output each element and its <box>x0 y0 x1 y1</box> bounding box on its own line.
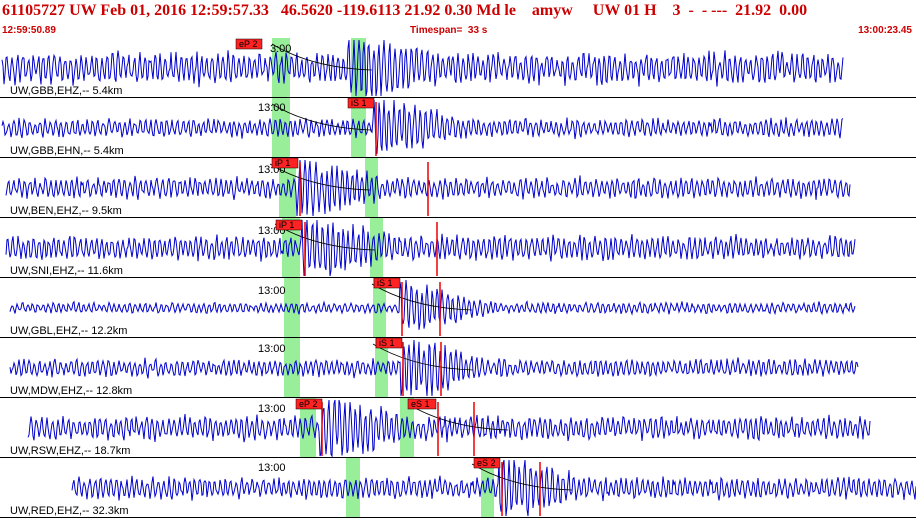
pick-window <box>373 278 386 338</box>
timespan: Timespan= 33 s <box>410 25 488 36</box>
pick-box[interactable]: eP 2 <box>295 398 323 410</box>
station-label: UW,RSW,EHZ,-- 18.7km <box>10 445 130 457</box>
start-time: 12:59:50.89 <box>2 25 56 36</box>
pick-box-bg <box>347 97 375 109</box>
waveform <box>27 399 871 458</box>
pick-window <box>272 98 290 158</box>
pick-window <box>284 278 300 338</box>
pick-label: iS 1 <box>379 338 395 348</box>
pick-window <box>282 218 300 278</box>
event-header: 61105727 UW Feb 01, 2016 12:59:57.33 46.… <box>0 0 916 24</box>
station-label: UW,MDW,EHZ,-- 12.8km <box>10 385 132 397</box>
waveform <box>1 99 844 154</box>
time-label: 13:00 <box>258 462 286 474</box>
station-label: UW,BEN,EHZ,-- 9.5km <box>10 205 122 217</box>
pick-box[interactable]: eS 1 <box>407 398 437 410</box>
time-label: 13:00 <box>258 343 286 355</box>
pick-label: eS 2 <box>477 458 496 468</box>
pick-window <box>300 398 316 458</box>
pick-label: iP 1 <box>275 158 290 168</box>
pick-box[interactable]: iP 1 <box>271 157 299 169</box>
pick-label: eP 2 <box>299 399 317 409</box>
trace-row: 13:00 eP 2 eS 1 UW,RSW,EHZ,-- 18.7km <box>0 398 916 458</box>
pick-box[interactable]: iS 1 <box>373 277 401 289</box>
time-info-bar: 12:59:50.89 Timespan= 33 s 13:00:23.45 <box>0 24 916 38</box>
pick-box-bg <box>235 38 263 50</box>
pick-window <box>365 158 378 218</box>
pick-window <box>351 98 366 158</box>
trace-row: 3:00 eP 2 UW,GBB,EHZ,-- 5.4km <box>0 38 916 98</box>
pick-window <box>346 458 360 518</box>
pick-box[interactable]: eS 2 <box>473 457 501 469</box>
waveform <box>71 459 916 517</box>
pick-label: iS 1 <box>377 278 393 288</box>
pick-window <box>481 458 494 518</box>
station-label: UW,SNI,EHZ,-- 11.6km <box>10 265 123 277</box>
pick-label: eS 1 <box>411 399 430 409</box>
trace-row: 13:00 iS 1 UW,GBL,EHZ,-- 12.2km <box>0 277 916 338</box>
time-label: 13:00 <box>258 285 286 297</box>
trace-row: 13:00 eS 2 UW,RED,EHZ,-- 32.3km <box>0 457 916 518</box>
coda-curve <box>471 463 573 491</box>
pick-label: iP 1 <box>279 220 294 230</box>
coda-curve <box>371 283 473 311</box>
time-label: 3:00 <box>270 43 291 55</box>
waveform <box>9 339 859 397</box>
pick-box-bg <box>373 277 401 289</box>
waveform <box>9 279 856 330</box>
pick-box[interactable]: iS 1 <box>375 337 403 349</box>
pick-box[interactable]: eP 2 <box>235 38 263 50</box>
waveform <box>1 39 844 97</box>
time-label: 13:00 <box>258 403 286 415</box>
end-time: 13:00:23.45 <box>858 25 912 36</box>
trace-row: 13:00 iS 1 UW,MDW,EHZ,-- 12.8km <box>0 337 916 398</box>
pick-window <box>400 398 414 458</box>
pick-label: eP 2 <box>239 39 257 49</box>
pick-box[interactable]: iP 1 <box>275 219 303 231</box>
coda-curve <box>269 163 371 191</box>
pick-box-bg <box>375 337 403 349</box>
seismogram-panel[interactable]: 3:00 eP 2 UW,GBB,EHZ,-- 5.4km 13:00 iS 1 UW,G… <box>0 38 916 520</box>
pick-box-bg <box>407 398 437 410</box>
coda-curve <box>271 103 373 131</box>
station-label: UW,GBB,EHZ,-- 5.4km <box>10 85 122 97</box>
event-title: 61105727 UW Feb 01, 2016 12:59:57.33 46.… <box>2 2 808 19</box>
station-label: UW,GBL,EHZ,-- 12.2km <box>10 325 127 337</box>
time-label: 13:00 <box>258 102 286 114</box>
station-label: UW,RED,EHZ,-- 32.3km <box>10 505 129 517</box>
trace-row: 13:00 iS 1 UW,GBB,EHN,-- 5.4km <box>0 97 916 158</box>
coda-curve <box>372 343 474 371</box>
pick-box[interactable]: iS 1 <box>347 97 375 109</box>
pick-box-bg <box>473 457 501 469</box>
station-label: UW,GBB,EHN,-- 5.4km <box>10 145 124 157</box>
pick-box-bg <box>275 219 303 231</box>
pick-box-bg <box>271 157 299 169</box>
pick-box-bg <box>295 398 323 410</box>
waveform <box>5 219 856 277</box>
pick-label: iS 1 <box>351 98 367 108</box>
coda-curve <box>271 43 373 71</box>
pick-window <box>370 218 383 278</box>
